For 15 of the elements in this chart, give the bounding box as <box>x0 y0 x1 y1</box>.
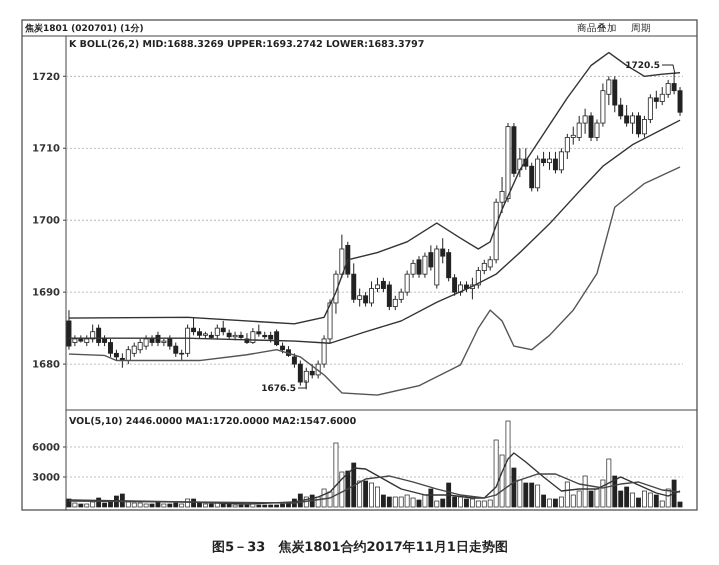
y-tick-label: 1710 <box>32 144 60 155</box>
y-tick-label: 1680 <box>32 360 60 371</box>
y-tick-label: 3000 <box>32 472 60 484</box>
y-tick-label: 6000 <box>32 442 60 454</box>
y-tick-label: 1690 <box>32 288 60 299</box>
text: 周期 <box>631 22 651 34</box>
chart-subtitle: K BOLL(26,2) MID:1688.3269 UPPER:1693.2742 LOWER:1683.3797 <box>69 39 424 50</box>
chart-title: VOL(5,10) 2446.0000 MA1:1720.0000 MA2:1547.6000 <box>69 416 357 427</box>
chart-title: 焦炭1801 (020701) (1分) <box>24 23 144 34</box>
y-tick-label: 1720 <box>32 72 60 83</box>
annotation: 1676.5 <box>261 384 296 394</box>
caption: 图5－33 焦炭1801合约2017年11月1日走势图 <box>212 539 508 555</box>
text: 商品叠加 <box>577 22 617 34</box>
y-tick-label: 1700 <box>32 216 60 227</box>
annotation: 1720.5 <box>625 61 660 71</box>
